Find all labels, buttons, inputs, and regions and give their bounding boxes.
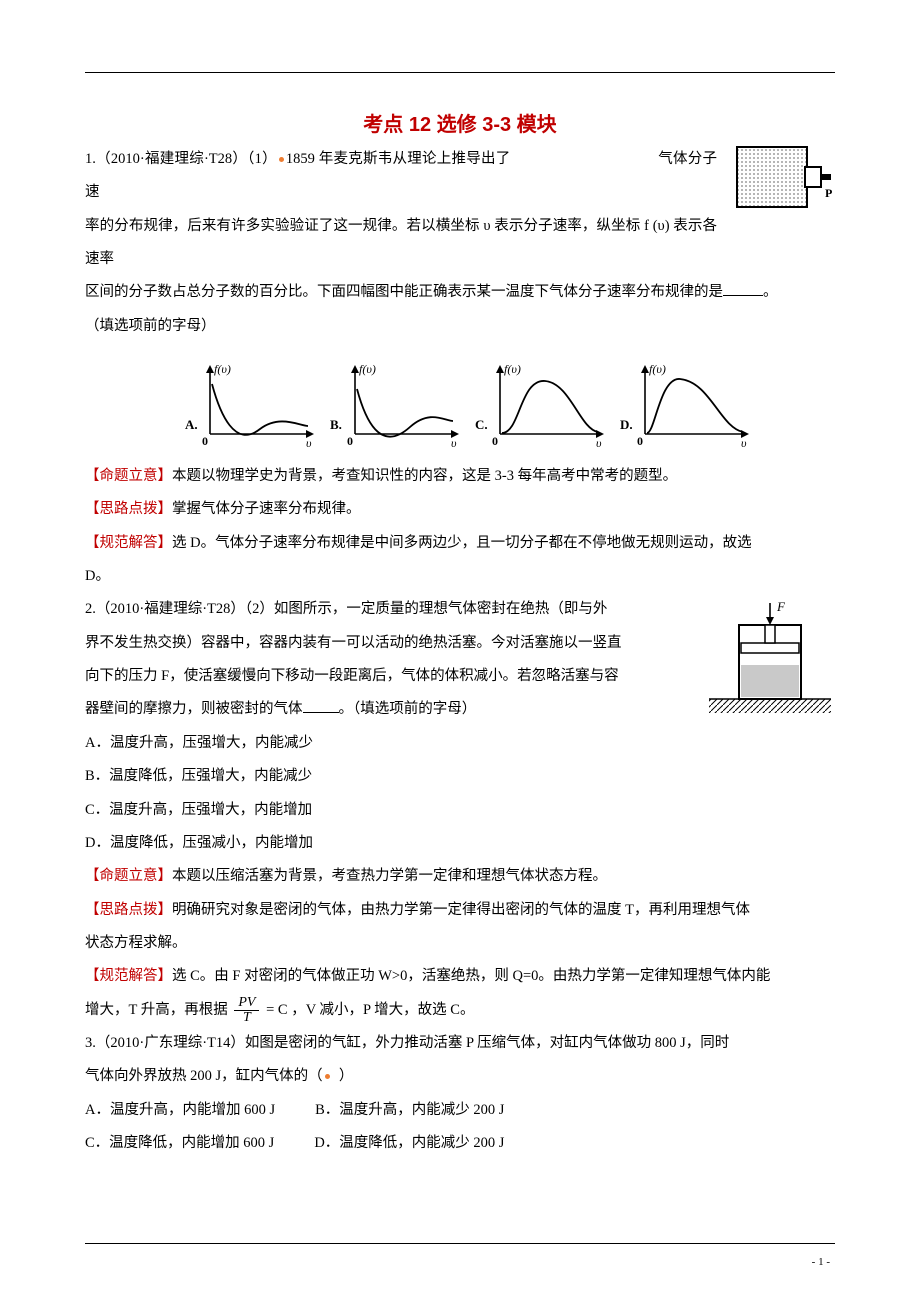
q2-l4a: 器壁间的摩擦力，则被密封的气体	[85, 701, 303, 717]
page-number: - 1 -	[812, 1256, 830, 1268]
q3-l1: 3.（2010·广东理综·T14）如图是密闭的气缸，外力推动活塞 P 压缩气体，…	[85, 1027, 835, 1060]
q3-l2b: ）	[339, 1068, 354, 1084]
q3-opt-b: B．温度升高，内能减少 200 J	[315, 1094, 504, 1127]
dot-marker-icon	[279, 157, 284, 162]
footer-rule	[85, 1243, 835, 1244]
ans-label: 【规范解答】	[85, 968, 172, 984]
svg-text:0: 0	[637, 434, 643, 448]
q1-stem-line1: 1.（2010·福建理综·T28）（1）1859 年麦克斯韦从理论上推导出了 气…	[85, 143, 835, 210]
svg-text:A.: A.	[185, 417, 198, 432]
q2-tip-l1: 【思路点拨】明确研究对象是密闭的气体，由热力学第一定律得出密闭的气体的温度 T，…	[85, 894, 835, 927]
q2-ans-mid: = C ，V 减小，P 增大，故选 C。	[266, 1002, 474, 1018]
svg-text:B.: B.	[330, 417, 342, 432]
svg-text:C.: C.	[475, 417, 488, 432]
q3-opts-row2: C．温度降低，内能增加 600 J D．温度降低，内能减少 200 J	[85, 1127, 835, 1160]
q1-ans-l1: 【规范解答】选 D。气体分子速率分布规律是中间多两边少，且一切分子都在不停地做无…	[85, 527, 835, 560]
q1-stem-line3b: 。	[763, 284, 778, 300]
svg-text:0: 0	[202, 434, 208, 448]
q3-opts-row1: A．温度升高，内能增加 600 J B．温度升高，内能减少 200 J	[85, 1094, 835, 1127]
q3-opt-a: A．温度升高，内能增加 600 J	[85, 1094, 275, 1127]
frac-num: PV	[234, 995, 259, 1011]
q2-opt-c: C．温度升高，压强增大，内能增加	[85, 794, 835, 827]
q2-tip-text: 明确研究对象是密闭的气体，由热力学第一定律得出密闭的气体的温度 T，再利用理想气…	[172, 902, 750, 918]
q2-options: A．温度升高，压强增大，内能减少 B．温度降低，压强增大，内能减少 C．温度升高…	[85, 727, 835, 860]
figure-piston-p: P	[725, 141, 835, 219]
svg-text:υ: υ	[596, 436, 602, 450]
q1-stem-line3a: 区间的分子数占总分子数的百分比。下面四幅图中能正确表示某一温度下气体分子速率分布…	[85, 284, 723, 300]
page-title: 考点 12 选修 3-3 模块	[85, 108, 835, 137]
q1-cmd: 【命题立意】本题以物理学史为背景，考查知识性的内容，这是 3-3 每年高考中常考…	[85, 460, 835, 493]
svg-text:f(υ): f(υ)	[214, 362, 231, 376]
q2-cmd-text: 本题以压缩活塞为背景，考查热力学第一定律和理想气体状态方程。	[172, 868, 607, 884]
tip-label: 【思路点拨】	[85, 501, 172, 517]
blank-underline	[303, 699, 339, 713]
q3-opt-d: D．温度降低，内能减少 200 J	[314, 1127, 504, 1160]
q2-ans-pre: 增大，T 升高，再根据	[85, 1002, 228, 1018]
q3-opt-c: C．温度降低，内能增加 600 J	[85, 1127, 274, 1160]
page: 考点 12 选修 3-3 模块 P 1.（2010·福建理综·T28）（1） 18…	[0, 0, 920, 1302]
fraction-pv-t: PV T	[234, 995, 259, 1026]
q2-ans-l2: 增大，T 升高，再根据 PV T = C ，V 减小，P 增大，故选 C。	[85, 994, 835, 1027]
svg-text:f(υ): f(υ)	[359, 362, 376, 376]
blank-underline	[723, 282, 763, 296]
q2-tip-l2: 状态方程求解。	[85, 927, 835, 960]
dot-marker-icon	[325, 1074, 330, 1079]
q1-ans-l2: D。	[85, 560, 835, 593]
svg-text:0: 0	[492, 434, 498, 448]
q1-stem-line2: 率的分布规律，后来有许多实验验证了这一规律。若以横坐标 υ 表示分子速率，纵坐标…	[85, 210, 835, 277]
frac-den: T	[239, 1010, 255, 1025]
svg-text:f(υ): f(υ)	[504, 362, 521, 376]
svg-text:υ: υ	[451, 436, 457, 450]
q2-ans-a: 选 C。由 F 对密闭的气体做正功 W>0，活塞绝热，则 Q=0。由热力学第一定…	[172, 968, 770, 984]
q2-cmd: 【命题立意】本题以压缩活塞为背景，考查热力学第一定律和理想气体状态方程。	[85, 860, 835, 893]
q2-block: F 2.（2010·福建理综·T28）（2）如图所示，一定质量的理想气体密封在绝…	[85, 593, 835, 726]
svg-text:υ: υ	[741, 436, 747, 450]
svg-text:P: P	[825, 186, 832, 200]
cmd-label: 【命题立意】	[85, 468, 172, 484]
q2-opt-a: A．温度升高，压强增大，内能减少	[85, 727, 835, 760]
q1-stem-mid: 1859 年麦克斯韦从理论上推导出了	[286, 151, 511, 167]
q2-ans-l1: 【规范解答】选 C。由 F 对密闭的气体做正功 W>0，活塞绝热，则 Q=0。由…	[85, 960, 835, 993]
q1-tip: 【思路点拨】掌握气体分子速率分布规律。	[85, 493, 835, 526]
svg-text:D.: D.	[620, 417, 633, 432]
svg-text:f(υ): f(υ)	[649, 362, 666, 376]
svg-text:υ: υ	[306, 436, 312, 450]
q2-opt-d: D．温度降低，压强减小，内能增加	[85, 827, 835, 860]
svg-text:F: F	[776, 599, 786, 614]
q3-l2a: 气体向外界放热 200 J，缸内气体的（	[85, 1068, 323, 1084]
q2-l4b: 。（填选项前的字母）	[339, 701, 477, 717]
svg-text:0: 0	[347, 434, 353, 448]
tip-label: 【思路点拨】	[85, 902, 172, 918]
q2-opt-b: B．温度降低，压强增大，内能减少	[85, 760, 835, 793]
cmd-label: 【命题立意】	[85, 868, 172, 884]
ans-label: 【规范解答】	[85, 535, 172, 551]
q1-tip-text: 掌握气体分子速率分布规律。	[172, 501, 361, 517]
figure-piston-f: F	[705, 597, 835, 717]
q1-prefix: 1.（2010·福建理综·T28）（1）	[85, 151, 277, 167]
q1-stem-line4: （填选项前的字母）	[85, 310, 835, 343]
q3-l2: 气体向外界放热 200 J，缸内气体的（ ）	[85, 1060, 835, 1093]
q1-cmd-text: 本题以物理学史为背景，考查知识性的内容，这是 3-3 每年高考中常考的题型。	[172, 468, 677, 484]
q1-option-figures: A. f(υ) υ 0 B. f(υ) υ 0	[85, 351, 835, 456]
q1-stem-line3: 区间的分子数占总分子数的百分比。下面四幅图中能正确表示某一温度下气体分子速率分布…	[85, 276, 835, 309]
q1-ans-a: 选 D。气体分子速率分布规律是中间多两边少，且一切分子都在不停地做无规则运动，故…	[172, 535, 752, 551]
header-rule	[85, 72, 835, 73]
